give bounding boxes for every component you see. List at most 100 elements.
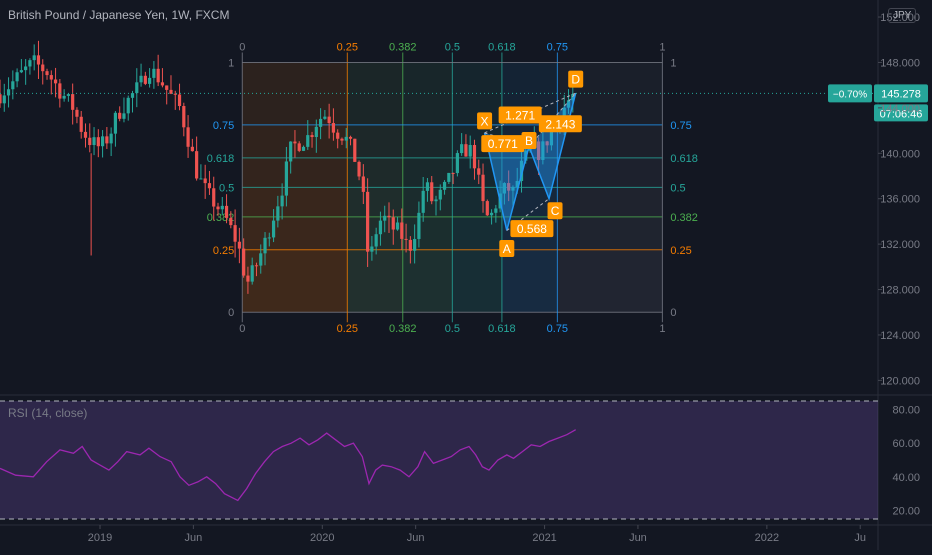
price-tick-label: 120.000 <box>880 375 920 387</box>
candle-body <box>143 75 147 84</box>
candle-body <box>237 241 241 249</box>
fib-left-label: 0.618 <box>207 153 235 165</box>
candle-body <box>391 217 395 230</box>
candle-body <box>186 127 190 147</box>
fib-right-label: 0.382 <box>670 212 698 224</box>
candle-body <box>293 141 297 144</box>
candle-body <box>216 206 220 210</box>
fib-top-label: 1 <box>659 41 665 53</box>
candle-body <box>306 135 310 147</box>
time-tick-label: Jun <box>185 532 203 544</box>
candle-body <box>96 137 100 147</box>
candle-body <box>229 217 233 226</box>
candle-body <box>447 172 451 182</box>
fib-top-label: 0.618 <box>488 41 516 53</box>
time-tick-label: Jun <box>629 532 647 544</box>
pattern-point-b-text: B <box>525 134 533 148</box>
price-tick-label: 136.000 <box>880 194 920 206</box>
pattern-point-a-text: A <box>503 242 511 256</box>
candle-body <box>276 206 280 221</box>
fib-right-label: 1 <box>670 57 676 69</box>
candle-body <box>455 153 459 174</box>
fib-left-label: 0.5 <box>219 182 234 194</box>
price-tick-label: 124.000 <box>880 330 920 342</box>
candle-body <box>28 60 32 67</box>
fib-top-label: 0.382 <box>389 41 417 53</box>
countdown-bg <box>874 104 928 122</box>
candle-body <box>460 144 464 154</box>
candle-body <box>502 183 507 194</box>
fib-cell <box>242 157 348 188</box>
fib-left-label: 0.75 <box>213 120 234 132</box>
candle-body <box>425 182 430 191</box>
pattern-point-a-bg <box>499 239 515 257</box>
currency-badge[interactable]: JPY <box>888 8 917 23</box>
candle-body <box>524 150 528 161</box>
fib-cell <box>452 187 502 217</box>
pattern-point-b: B <box>521 131 537 149</box>
fib-bottom-label: 0.5 <box>445 323 460 335</box>
candle-body <box>494 208 498 213</box>
pattern-ratio-xd-text: 1.271 <box>505 108 535 122</box>
price-tick-label: 144.000 <box>880 103 920 115</box>
pattern-point-a: A <box>499 239 515 257</box>
pattern-point-c: C <box>547 202 563 220</box>
candle-body <box>113 112 118 134</box>
candle-body <box>421 190 425 213</box>
candle-body <box>344 136 348 141</box>
candle-body <box>75 109 79 117</box>
candle-body <box>280 195 284 207</box>
candle-body <box>434 199 438 202</box>
candle-body <box>32 55 36 61</box>
pattern-ratio-xb-text: 0.771 <box>488 137 518 151</box>
candle-body <box>545 141 549 146</box>
fib-cell <box>242 62 348 125</box>
fib-right-label: 0.618 <box>670 153 698 165</box>
fib-cell <box>452 216 502 250</box>
pattern-ratio-xd-bg <box>498 106 542 124</box>
fib-cell <box>347 62 403 125</box>
candle-body <box>88 137 92 146</box>
candle-body <box>160 82 165 86</box>
rsi-pane: 80.00 60.00 40.00 20.00 <box>0 400 920 520</box>
change-badge: −0.70% <box>828 84 872 103</box>
price-axis: 152.000148.000144.000140.000136.000132.0… <box>878 12 920 387</box>
change-value: −0.70% <box>833 89 867 100</box>
candle-body <box>314 126 318 138</box>
time-tick-label: 2022 <box>755 532 779 544</box>
pattern-point-d-text: D <box>571 73 580 87</box>
candle-body <box>489 212 494 216</box>
fib-cell <box>557 157 663 188</box>
candle-body <box>571 94 575 101</box>
fib-right-label: 0.75 <box>670 120 691 132</box>
fib-bottom-label: 0.75 <box>547 323 568 335</box>
harmonic-pattern: X A B C D 0.771 1.271 2.143 0.568 <box>477 70 584 257</box>
fib-cell <box>347 124 403 158</box>
candle-body <box>383 215 387 221</box>
candle-body <box>477 168 481 175</box>
time-tick-label: Ju <box>854 532 866 544</box>
candle-body <box>417 212 421 239</box>
pattern-point-c-bg <box>547 202 563 220</box>
candle-body <box>297 143 301 151</box>
fib-top-label: 0.75 <box>547 41 568 53</box>
rsi-tick-label: 40.00 <box>892 472 920 484</box>
candle-body <box>199 178 203 180</box>
candle-body <box>130 93 135 98</box>
pattern-xab-area <box>484 132 530 231</box>
candle-body <box>289 141 293 162</box>
candle-body <box>331 123 336 133</box>
candle-body <box>361 176 365 192</box>
fib-cell <box>557 249 663 313</box>
price-tick-label: 148.000 <box>880 57 920 69</box>
candle-body <box>507 183 511 191</box>
candle-body <box>340 138 344 141</box>
fib-bottom-label: 0.382 <box>389 323 417 335</box>
fib-bottom-label: 1 <box>659 323 665 335</box>
candle-body <box>6 89 11 96</box>
fib-top-label: 0 <box>239 41 245 53</box>
fib-cell <box>402 124 453 158</box>
